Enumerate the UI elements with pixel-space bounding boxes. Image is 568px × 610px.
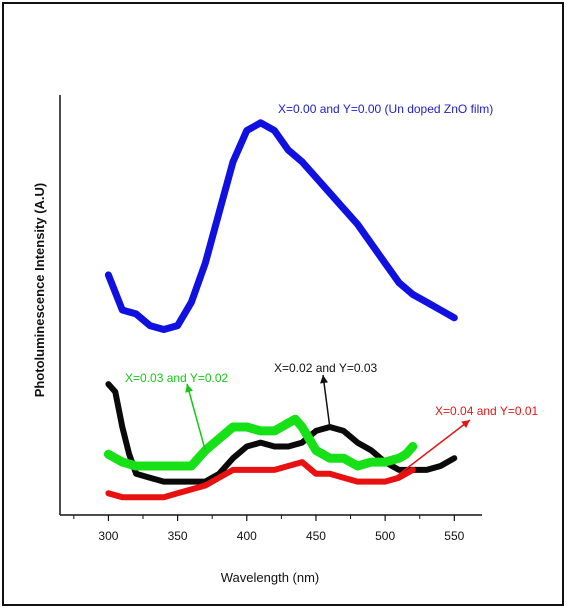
series-line	[103, 414, 418, 471]
x-ticks: 300 350 400 450 500 550	[73, 515, 465, 543]
annotation-arrow-line	[391, 419, 471, 481]
annotation-arrows	[185, 374, 471, 481]
x-tick-label: 350	[168, 529, 188, 543]
series-line	[104, 119, 458, 333]
x-axis-label: Wavelength (nm)	[221, 570, 320, 585]
annotation-x002-y003: X=0.02 and Y=0.03	[274, 361, 378, 375]
annotation-x004-y001: X=0.04 and Y=0.01	[435, 404, 539, 418]
series-line	[105, 459, 416, 501]
y-axis-label: Photoluminescence Intensity (A.U)	[32, 183, 47, 398]
annotation-arrow-head	[461, 420, 470, 429]
series-layer	[103, 119, 458, 501]
annotation-arrow-head	[320, 375, 329, 384]
annotation-arrow-head	[185, 384, 193, 393]
x-tick-label: 550	[444, 529, 464, 543]
x-tick-label: 500	[375, 529, 395, 543]
series-line	[105, 381, 458, 485]
figure-frame	[2, 2, 564, 606]
x-tick-label: 450	[306, 529, 326, 543]
annotation-arrow-line	[322, 374, 331, 428]
x-tick-label: 300	[98, 529, 118, 543]
annotation-arrow-line	[186, 383, 207, 451]
annotation-undoped: X=0.00 and Y=0.00 (Un doped ZnO film)	[278, 102, 493, 116]
x-tick-label: 400	[237, 529, 257, 543]
annotation-x003-y002: X=0.03 and Y=0.02	[125, 371, 229, 385]
